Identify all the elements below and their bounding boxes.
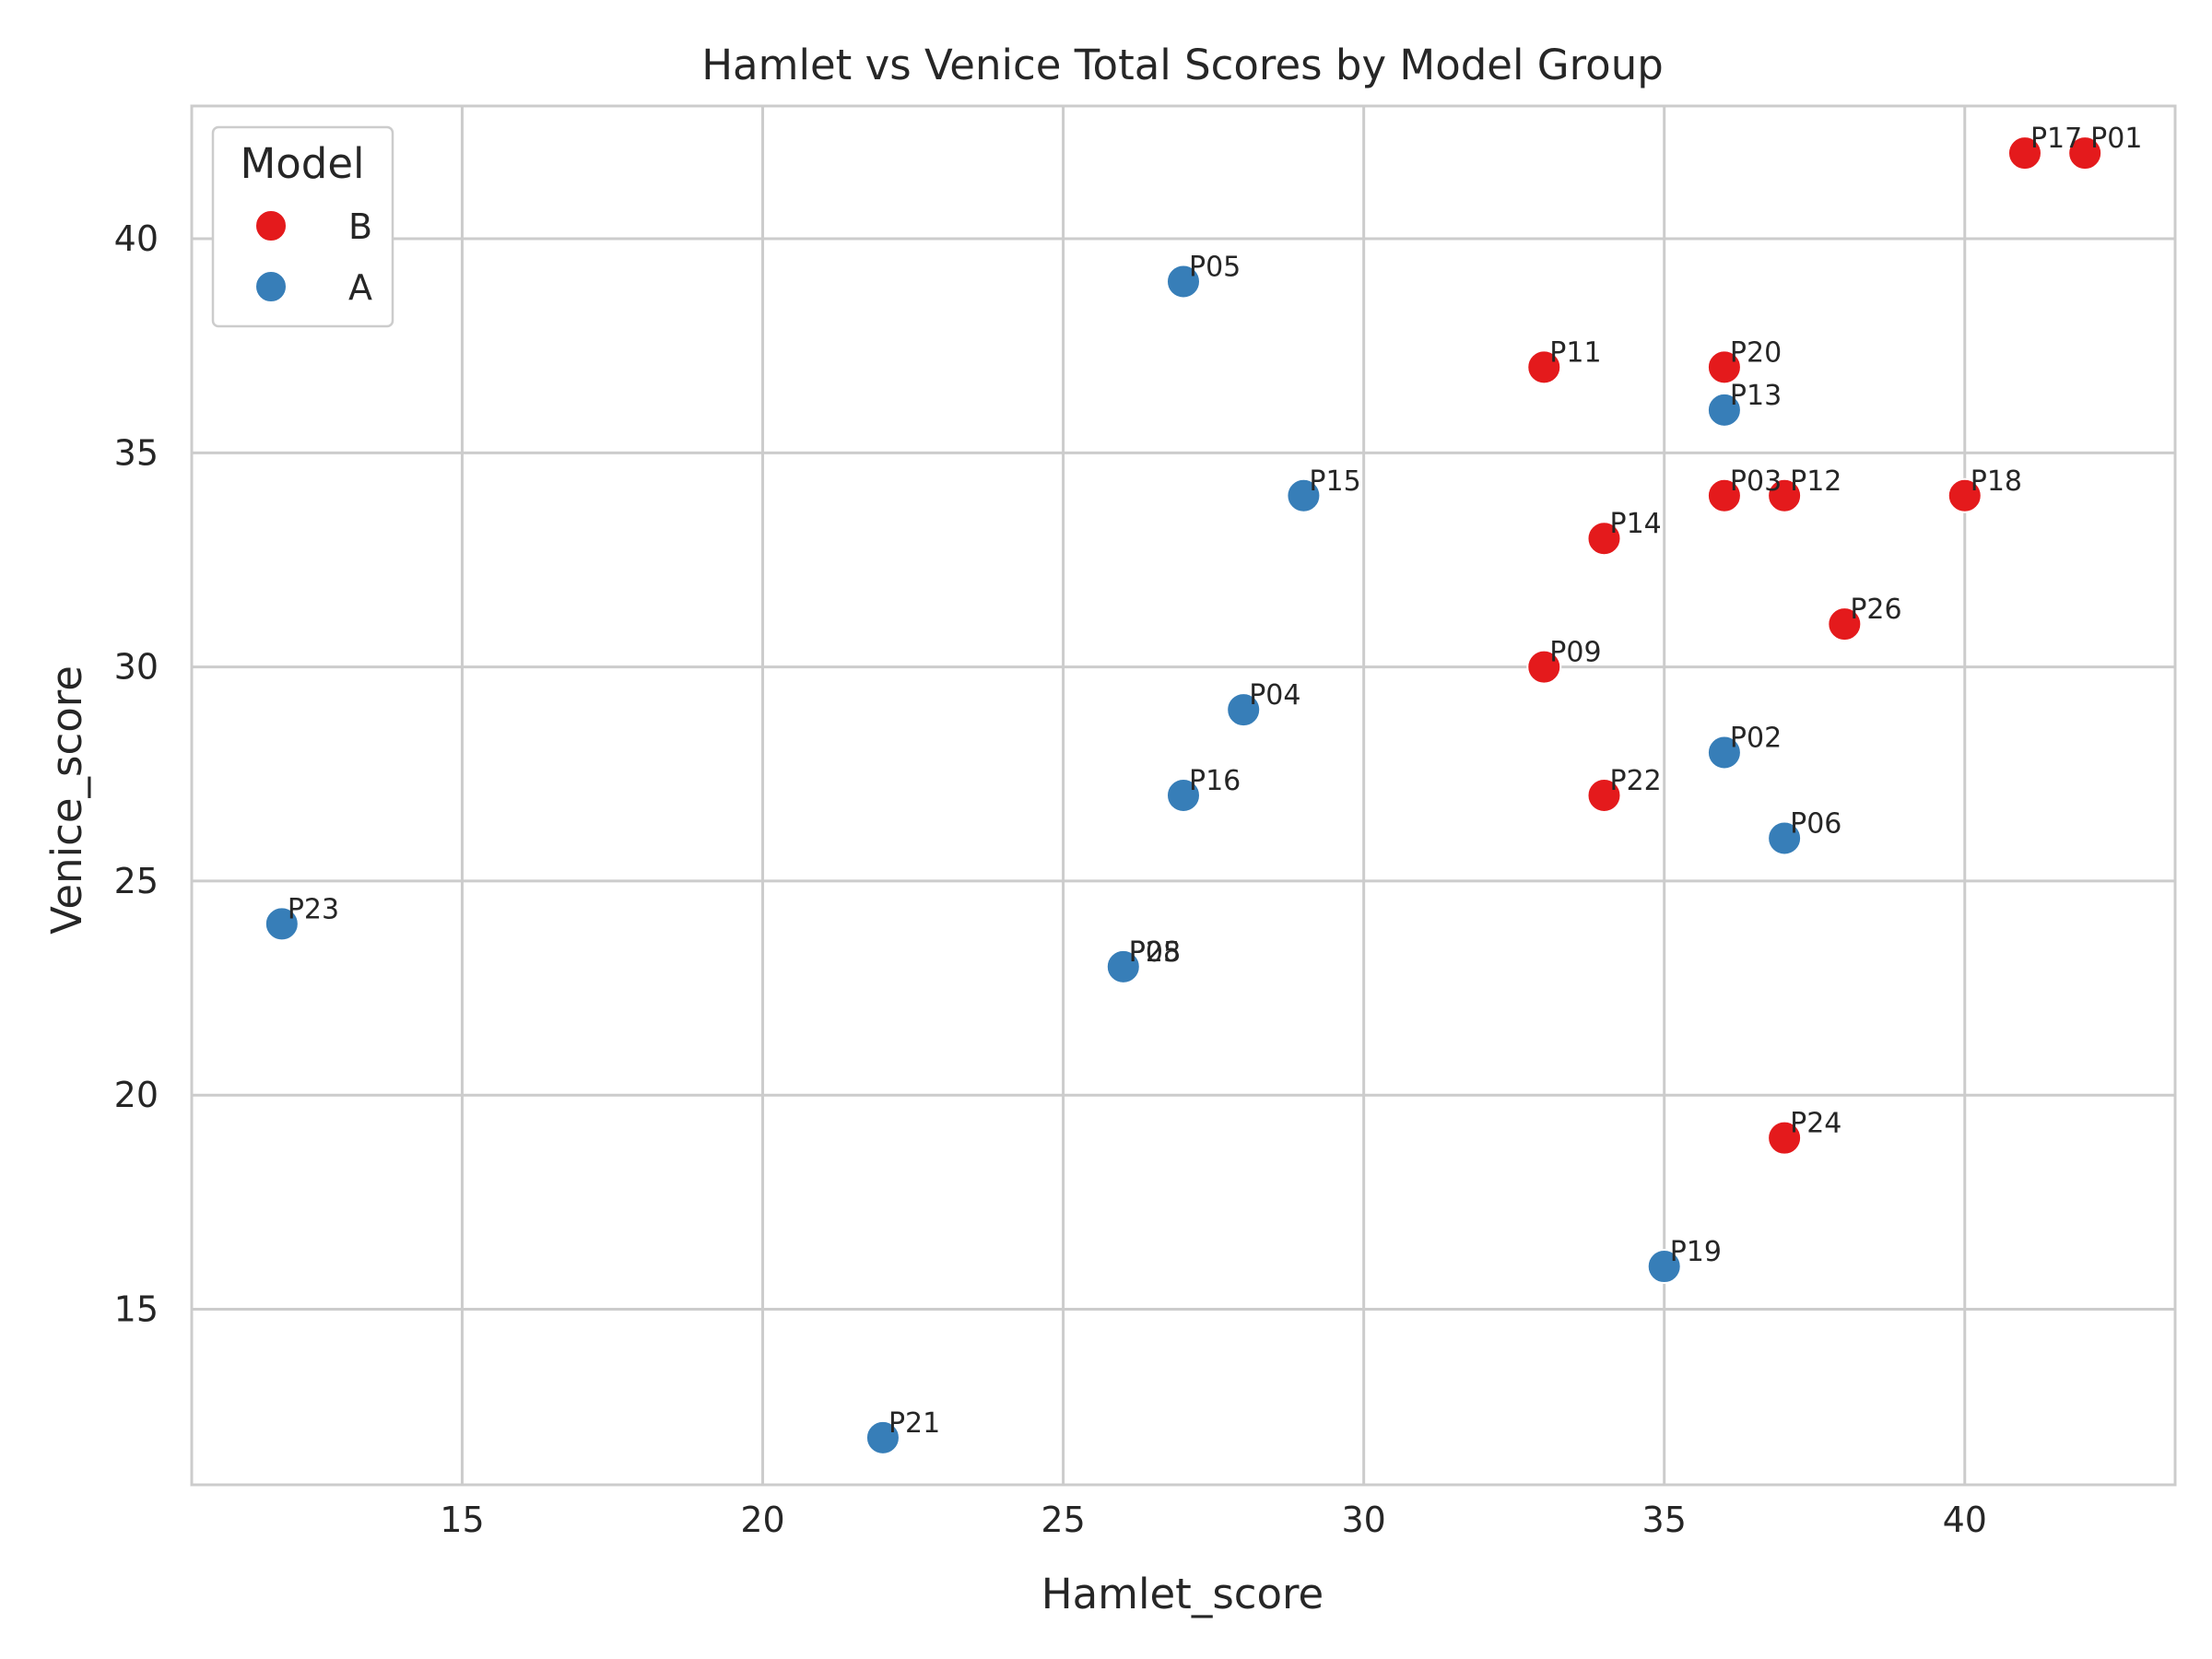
point-label-p16: P16 xyxy=(1189,765,1241,797)
data-point-p20 xyxy=(1706,349,1742,385)
y-tick-label: 15 xyxy=(114,1289,159,1330)
point-label-p01: P01 xyxy=(2090,123,2142,155)
data-points xyxy=(264,135,2103,1455)
x-tick-label: 40 xyxy=(1943,1500,1987,1540)
point-label-p05: P05 xyxy=(1189,251,1241,283)
legend-marker-b xyxy=(254,209,288,242)
point-label-p20: P20 xyxy=(1730,336,1782,369)
point-label-p04: P04 xyxy=(1249,679,1300,712)
grid-lines xyxy=(192,106,2175,1485)
x-axis-label: Hamlet_score xyxy=(1041,1570,1324,1618)
data-point-p26 xyxy=(1827,606,1863,642)
legend-box xyxy=(211,125,394,328)
point-label-p21: P21 xyxy=(888,1407,940,1440)
point-label-p12: P12 xyxy=(1790,465,1841,498)
data-point-p05 xyxy=(1166,264,1201,300)
data-point-p13 xyxy=(1706,392,1742,428)
y-axis-label: Venice_score xyxy=(42,665,91,935)
point-label-p25: P25 xyxy=(1129,936,1181,969)
data-point-p23 xyxy=(264,906,300,942)
point-label-p08: P08 xyxy=(1129,936,1181,969)
point-label-p06: P06 xyxy=(1790,807,1841,840)
point-label-p19: P19 xyxy=(1670,1236,1722,1268)
data-point-p15 xyxy=(1286,477,1322,513)
point-label-p17: P17 xyxy=(2030,123,2082,155)
point-label-p24: P24 xyxy=(1790,1108,1841,1140)
y-tick-label: 20 xyxy=(114,1075,159,1115)
y-tick-label: 40 xyxy=(114,218,159,259)
x-tick-label: 30 xyxy=(1341,1500,1385,1540)
y-tick-label: 35 xyxy=(114,432,159,473)
legend: Model B A xyxy=(211,125,394,328)
point-label-p02: P02 xyxy=(1730,723,1782,755)
y-tick-labels: 15 20 25 30 35 40 xyxy=(114,218,159,1329)
x-tick-labels: 15 20 25 30 35 40 xyxy=(440,1500,1987,1540)
x-tick-label: 35 xyxy=(1642,1500,1687,1540)
legend-marker-a xyxy=(254,270,288,303)
legend-label-a: A xyxy=(348,267,372,308)
data-point-p11 xyxy=(1526,349,1562,385)
data-point-p14 xyxy=(1586,521,1622,557)
point-label-p22: P22 xyxy=(1609,765,1661,797)
point-label-p15: P15 xyxy=(1309,465,1360,498)
data-point-p16 xyxy=(1166,778,1201,813)
point-labels: P01 P02 P03 P04 P05 P06 P08 P09 P11 P12 P13 P14 P15 P… xyxy=(288,123,2143,1440)
plot-frame xyxy=(190,104,2177,1487)
data-point-p02 xyxy=(1706,735,1742,771)
data-point-p17 xyxy=(2006,135,2042,171)
y-tick-label: 30 xyxy=(114,647,159,688)
data-point-p21 xyxy=(865,1419,900,1455)
x-tick-label: 15 xyxy=(440,1500,484,1540)
data-point-p18 xyxy=(1947,477,1983,513)
data-point-p22 xyxy=(1586,778,1622,813)
data-point-p03 xyxy=(1706,477,1742,513)
data-point-p25 xyxy=(1105,948,1141,984)
point-label-p09: P09 xyxy=(1549,637,1601,669)
y-tick-label: 25 xyxy=(114,861,159,901)
point-label-p14: P14 xyxy=(1609,508,1661,540)
data-point-p19 xyxy=(1646,1249,1682,1285)
data-point-p04 xyxy=(1226,692,1262,728)
data-point-p01 xyxy=(2067,135,2103,171)
point-label-p18: P18 xyxy=(1971,465,2022,498)
point-label-p03: P03 xyxy=(1730,465,1782,498)
point-label-p13: P13 xyxy=(1730,380,1782,412)
data-point-p24 xyxy=(1767,1120,1803,1156)
legend-label-b: B xyxy=(348,206,372,247)
point-label-p26: P26 xyxy=(1850,594,1901,626)
point-label-p23: P23 xyxy=(288,893,339,925)
data-point-p12 xyxy=(1767,477,1803,513)
chart-title: Hamlet vs Venice Total Scores by Model G… xyxy=(701,41,1664,89)
data-point-p06 xyxy=(1767,820,1803,856)
x-tick-label: 20 xyxy=(740,1500,784,1540)
x-tick-label: 25 xyxy=(1041,1500,1085,1540)
legend-title: Model xyxy=(240,139,364,188)
data-point-p09 xyxy=(1526,649,1562,685)
point-label-p11: P11 xyxy=(1549,336,1601,369)
